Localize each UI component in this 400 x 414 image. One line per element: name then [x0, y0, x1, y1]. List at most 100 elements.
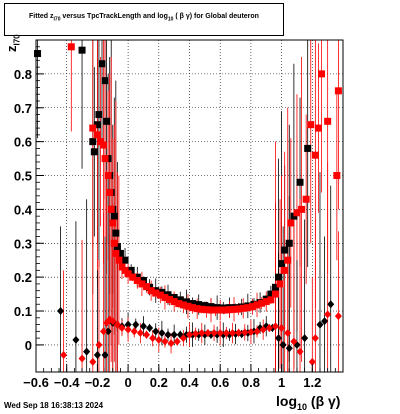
data-point [275, 334, 283, 343]
title-box: Fitted zI70 versus TpcTrackLength and lo… [4, 3, 284, 36]
data-point [307, 121, 315, 129]
data-point [179, 334, 187, 343]
data-point [275, 273, 283, 281]
data-point [130, 327, 138, 336]
data-point [195, 301, 203, 309]
y-tick-label: 0.1 [14, 304, 32, 319]
data-point [212, 306, 220, 314]
data-point [334, 87, 342, 95]
data-point [184, 302, 192, 310]
data-point [235, 328, 243, 337]
data-point [293, 209, 301, 217]
data-point [186, 330, 193, 339]
data-point [244, 304, 252, 312]
data-point [175, 300, 183, 308]
data-point [167, 339, 175, 348]
data-point [170, 298, 178, 306]
data-point [149, 334, 157, 343]
data-point [276, 280, 284, 288]
data-point [235, 305, 243, 313]
data-point [83, 347, 91, 356]
data-point [262, 298, 270, 306]
data-point [298, 205, 306, 213]
data-point [104, 172, 112, 180]
data-point [110, 212, 118, 220]
data-point [136, 329, 144, 338]
data-point [324, 117, 332, 125]
data-point [189, 300, 197, 308]
data-point [230, 305, 238, 313]
data-point [161, 337, 169, 346]
data-point [333, 172, 341, 180]
data-point [192, 329, 200, 338]
data-point [155, 335, 163, 344]
data-point [152, 289, 160, 297]
data-point [334, 312, 342, 321]
data-point [265, 323, 273, 332]
data-point [110, 239, 118, 247]
x-tick-label: 0.6 [211, 375, 229, 390]
data-point [284, 256, 292, 264]
data-point [308, 357, 316, 366]
data-point [314, 124, 322, 132]
data-point [198, 305, 206, 313]
data-point [259, 325, 267, 334]
data-point [239, 304, 247, 312]
y-tick-label: 0.2 [14, 270, 32, 285]
data-point [279, 340, 287, 349]
data-point [93, 351, 101, 360]
x-axis-label: log10 (β γ) [276, 393, 341, 412]
y-axis-label: zI70 [4, 34, 22, 52]
data-point [89, 124, 97, 132]
data-point [101, 77, 109, 85]
data-point [95, 340, 103, 349]
x-tick-label: 1 [278, 375, 285, 390]
data-point [284, 329, 292, 338]
data-point [138, 280, 146, 288]
data-point [241, 328, 249, 337]
data-point [124, 270, 132, 278]
data-point [147, 287, 155, 295]
data-point [107, 205, 115, 213]
data-point [228, 329, 236, 338]
data-point [278, 260, 286, 268]
data-point [78, 46, 86, 54]
data-point [78, 354, 86, 363]
data-point [60, 351, 68, 360]
data-point [193, 305, 201, 313]
data-point [100, 141, 108, 149]
data-point [324, 310, 332, 319]
y-tick-label: 0.5 [14, 169, 32, 184]
data-point [101, 155, 109, 163]
data-point [115, 256, 123, 264]
y-tick-label: 0 [25, 338, 32, 353]
data-point [302, 195, 310, 203]
data-point [121, 256, 129, 264]
data-point [253, 327, 261, 336]
x-tick-label: −0.2 [85, 375, 111, 390]
data-point [173, 337, 181, 346]
data-point [311, 334, 319, 343]
data-point [103, 117, 111, 125]
data-point [109, 317, 117, 326]
data-point [89, 138, 97, 146]
data-point [98, 60, 106, 68]
data-point [221, 306, 229, 314]
data-point [89, 357, 97, 366]
data-point [95, 111, 103, 119]
x-tick-label: 0.4 [180, 375, 199, 390]
data-point [143, 283, 151, 291]
data-point [166, 296, 174, 304]
data-point [143, 330, 151, 339]
y-tick-label: 0.7 [14, 101, 32, 116]
data-point [285, 344, 293, 353]
data-point [139, 322, 147, 331]
data-point [225, 306, 233, 314]
data-point [204, 329, 212, 338]
y-tick-label: 0.8 [14, 67, 32, 82]
data-point [156, 291, 164, 299]
data-point [104, 327, 112, 336]
data-point [198, 329, 206, 338]
data-point [113, 320, 121, 329]
